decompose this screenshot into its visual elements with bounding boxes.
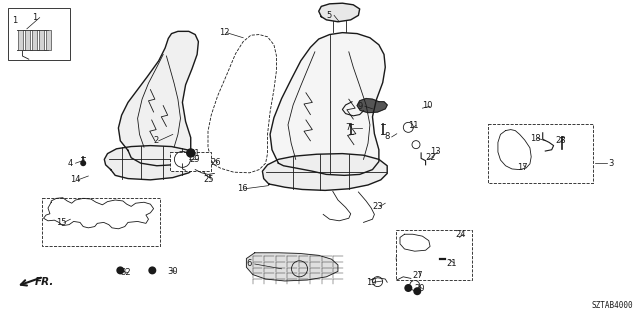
Circle shape: [404, 284, 412, 292]
Text: FR.: FR.: [35, 277, 54, 287]
Text: 2: 2: [154, 136, 159, 145]
Bar: [42, 198, 160, 246]
Bar: [39, 30, 44, 50]
Circle shape: [413, 287, 421, 295]
Text: 22: 22: [426, 153, 436, 162]
Bar: [18, 30, 23, 50]
Text: 15: 15: [56, 218, 67, 227]
Text: 12: 12: [219, 28, 229, 37]
Circle shape: [187, 149, 195, 157]
Text: 17: 17: [517, 163, 528, 172]
Text: 32: 32: [120, 268, 131, 277]
Text: 30: 30: [168, 267, 179, 276]
Text: 25: 25: [204, 175, 214, 184]
Text: 4: 4: [67, 159, 72, 168]
Polygon shape: [498, 130, 531, 170]
Bar: [25, 30, 30, 50]
Text: 6: 6: [246, 260, 252, 268]
Text: SZTAB4000: SZTAB4000: [592, 301, 634, 310]
Bar: [8, 8, 70, 60]
Text: 27: 27: [413, 271, 424, 280]
Text: 1: 1: [32, 13, 37, 22]
Polygon shape: [104, 146, 200, 180]
Text: 31: 31: [189, 149, 200, 158]
Text: 5: 5: [326, 11, 332, 20]
Bar: [396, 230, 472, 280]
Text: 16: 16: [237, 184, 248, 193]
Text: 9: 9: [357, 102, 362, 111]
Circle shape: [418, 268, 424, 273]
Text: 7: 7: [346, 124, 351, 132]
Bar: [488, 124, 593, 183]
Text: 8: 8: [384, 132, 389, 141]
Bar: [32, 30, 37, 50]
Text: 19: 19: [366, 278, 376, 287]
Circle shape: [80, 160, 86, 166]
Circle shape: [427, 268, 433, 273]
Text: 3: 3: [608, 159, 613, 168]
Polygon shape: [262, 154, 387, 190]
Circle shape: [116, 266, 124, 274]
Text: 10: 10: [422, 101, 433, 110]
Text: 13: 13: [430, 148, 441, 156]
Polygon shape: [118, 31, 198, 166]
Bar: [46, 30, 51, 50]
Text: 26: 26: [210, 158, 221, 167]
Text: 29: 29: [189, 155, 200, 164]
Bar: [170, 152, 211, 171]
Text: 14: 14: [70, 175, 81, 184]
Polygon shape: [319, 3, 360, 22]
Text: 18: 18: [530, 134, 541, 143]
Polygon shape: [44, 198, 154, 229]
Text: 24: 24: [456, 230, 466, 239]
Polygon shape: [357, 99, 387, 113]
Polygon shape: [246, 253, 338, 281]
Text: 23: 23: [372, 202, 383, 211]
Text: 11: 11: [408, 121, 419, 130]
Circle shape: [148, 266, 156, 274]
Text: 21: 21: [447, 259, 457, 268]
Text: 1: 1: [12, 16, 17, 25]
Text: 28: 28: [556, 136, 566, 145]
Polygon shape: [400, 234, 430, 251]
Text: 20: 20: [415, 284, 425, 293]
Polygon shape: [270, 33, 385, 175]
